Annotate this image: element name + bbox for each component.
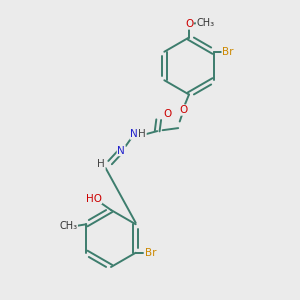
- Text: Br: Br: [222, 47, 234, 57]
- Text: H: H: [138, 129, 146, 139]
- Text: N: N: [130, 129, 138, 139]
- Text: H: H: [97, 159, 105, 170]
- Text: N: N: [117, 146, 125, 156]
- Text: O: O: [179, 105, 188, 115]
- Text: Br: Br: [145, 248, 156, 258]
- Text: CH₃: CH₃: [196, 17, 214, 28]
- Text: CH₃: CH₃: [59, 221, 77, 231]
- Text: HO: HO: [85, 194, 102, 204]
- Text: O: O: [163, 109, 171, 119]
- Text: O: O: [185, 19, 193, 29]
